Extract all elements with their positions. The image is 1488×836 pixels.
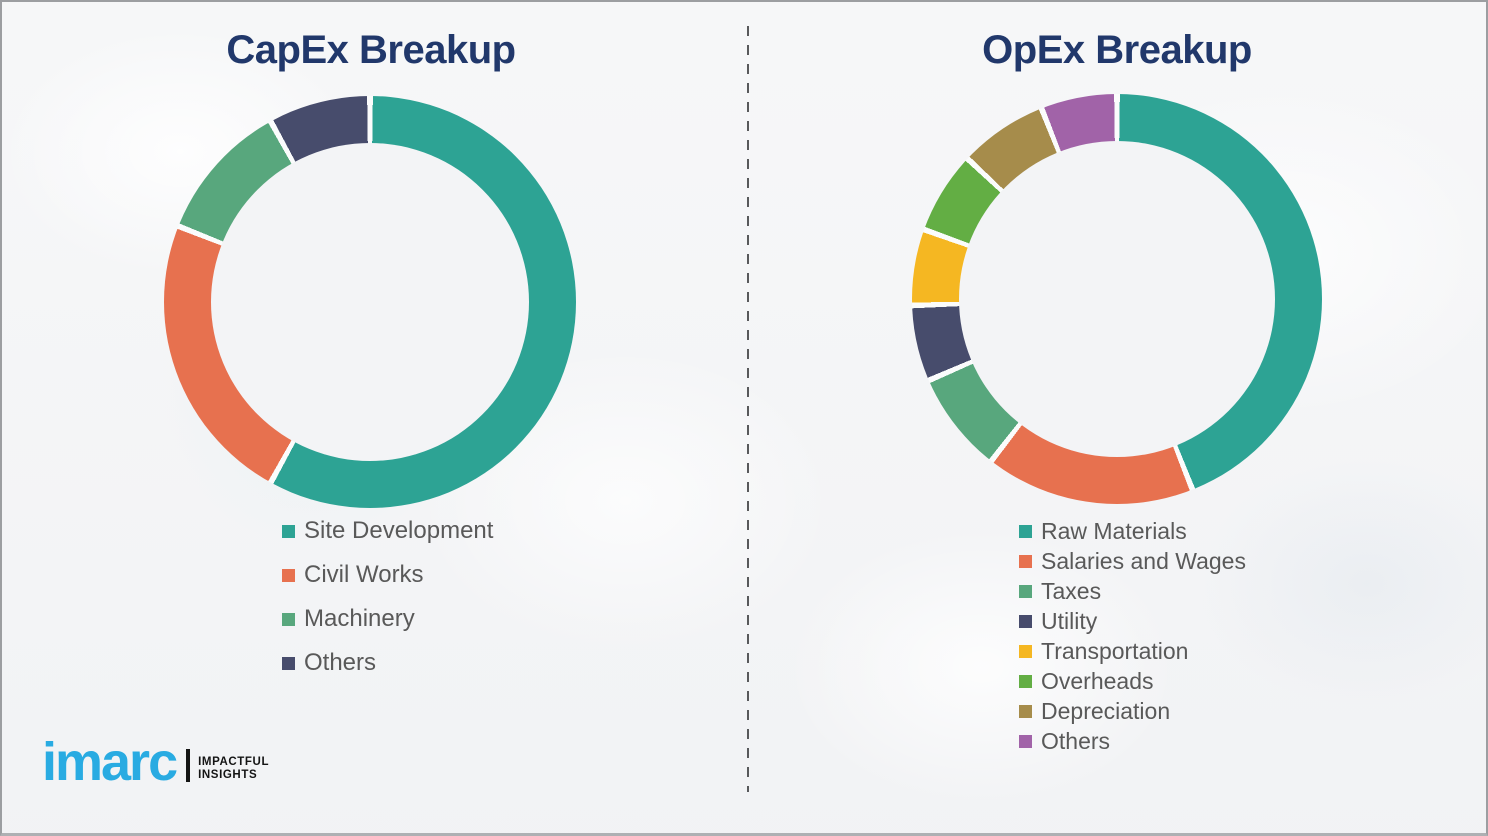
legend-item: Salaries and Wages [1019, 546, 1246, 576]
imarc-wordmark: imarc [42, 732, 178, 792]
dashed-divider [747, 26, 749, 792]
legend-label: Depreciation [1041, 697, 1171, 724]
capex-chart-title: CapEx Breakup [226, 28, 516, 72]
legend-swatch [282, 524, 295, 538]
capex-legend: Site Development Civil Works Machinery Othe… [282, 509, 493, 685]
legend-label: Salaries and Wages [1041, 547, 1246, 574]
legend-swatch [282, 568, 295, 582]
legend-swatch [282, 656, 295, 670]
legend-label: Civil Works [304, 561, 424, 588]
imarc-logo: imarc IMPACTFUL INSIGHTS [42, 734, 269, 790]
legend-label: Raw Materials [1041, 517, 1187, 544]
legend-swatch [1019, 674, 1032, 688]
legend-swatch [1019, 554, 1032, 568]
legend-swatch [1019, 524, 1032, 538]
legend-label: Utility [1041, 607, 1098, 634]
legend-label: Site Development [304, 517, 494, 544]
legend-label: Transportation [1041, 637, 1189, 664]
opex-donut-chart [912, 94, 1322, 504]
legend-item: Others [1019, 726, 1246, 756]
legend-item: Taxes [1019, 576, 1246, 606]
legend-item: Transportation [1019, 636, 1246, 666]
legend-label: Others [1041, 727, 1111, 754]
legend-item: Raw Materials [1019, 516, 1246, 546]
legend-item: Civil Works [282, 553, 493, 597]
legend-swatch [1019, 614, 1032, 628]
imarc-tagline: IMPACTFUL INSIGHTS [198, 756, 270, 781]
opex-donut-hole [959, 141, 1275, 457]
logo-divider-bar [186, 749, 191, 782]
legend-item: Machinery [282, 597, 493, 641]
legend-swatch [1019, 734, 1032, 748]
legend-label: Overheads [1041, 667, 1154, 694]
opex-legend: Raw Materials Salaries and Wages Taxes Util… [1019, 516, 1246, 756]
capex-donut-hole [211, 143, 529, 461]
legend-label: Machinery [304, 605, 415, 632]
opex-chart-title: OpEx Breakup [982, 28, 1252, 72]
legend-swatch [1019, 584, 1032, 598]
legend-swatch [282, 612, 295, 626]
legend-item: Site Development [282, 509, 493, 553]
legend-item: Utility [1019, 606, 1246, 636]
legend-item: Overheads [1019, 666, 1246, 696]
legend-swatch [1019, 704, 1032, 718]
legend-label: Taxes [1041, 577, 1102, 604]
legend-label: Others [304, 649, 377, 676]
legend-item: Depreciation [1019, 696, 1246, 726]
legend-item: Others [282, 641, 493, 685]
capex-donut-chart [164, 96, 576, 508]
legend-swatch [1019, 644, 1032, 658]
